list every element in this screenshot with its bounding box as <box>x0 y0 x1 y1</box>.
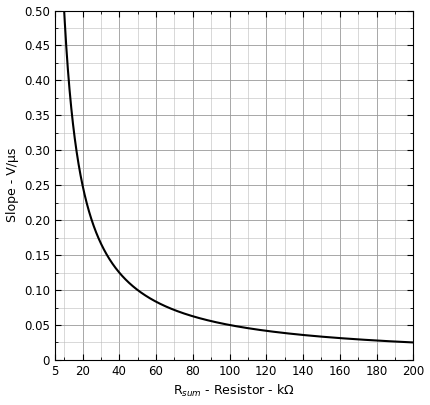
Y-axis label: Slope - V/μs: Slope - V/μs <box>6 148 18 222</box>
X-axis label: R$_{sum}$ - Resistor - kΩ: R$_{sum}$ - Resistor - kΩ <box>173 384 295 399</box>
